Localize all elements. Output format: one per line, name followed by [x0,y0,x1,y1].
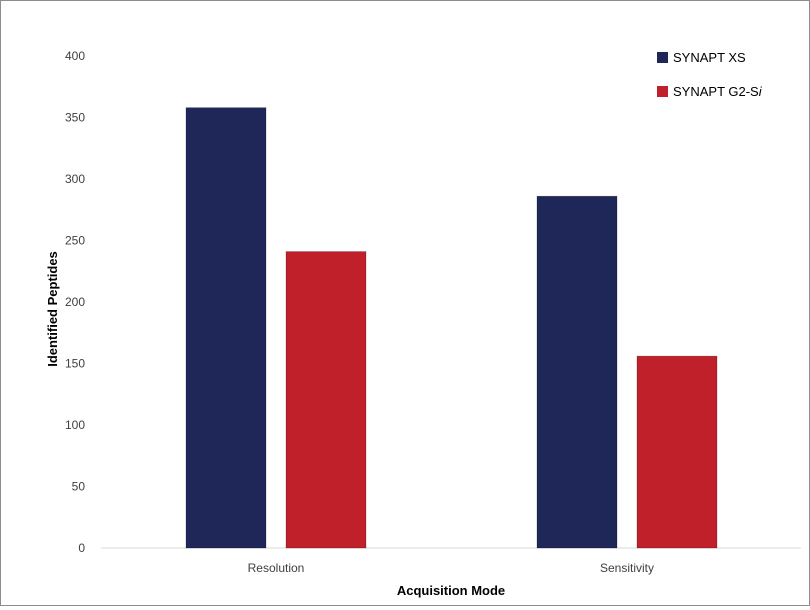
x-tick-label: Resolution [248,561,305,575]
x-axis-ticks: Resolution Sensitivity [248,561,654,575]
y-tick-label: 400 [65,49,85,63]
bars [185,107,718,549]
legend-label: SYNAPT XS [673,50,746,65]
legend-swatch [657,86,668,97]
y-tick-label: 150 [65,357,85,371]
x-tick-label: Sensitivity [600,561,654,575]
legend-swatch [657,52,668,63]
y-tick-label: 300 [65,172,85,186]
y-tick-label: 50 [72,480,86,494]
bar [285,251,367,549]
y-tick-label: 200 [65,295,85,309]
legend: SYNAPT XS SYNAPT G2-Si [657,50,763,99]
y-axis-title: Identified Peptides [45,251,60,367]
y-tick-label: 250 [65,234,85,248]
y-tick-label: 0 [78,541,85,555]
y-axis-ticks: 0 50 100 150 200 250 300 350 400 [65,49,85,555]
bar [636,355,718,549]
legend-label: SYNAPT G2-Si [673,84,763,99]
y-tick-label: 100 [65,418,85,432]
bar [185,107,267,549]
y-tick-label: 350 [65,111,85,125]
bar [536,195,618,549]
x-axis-title: Acquisition Mode [397,583,505,598]
